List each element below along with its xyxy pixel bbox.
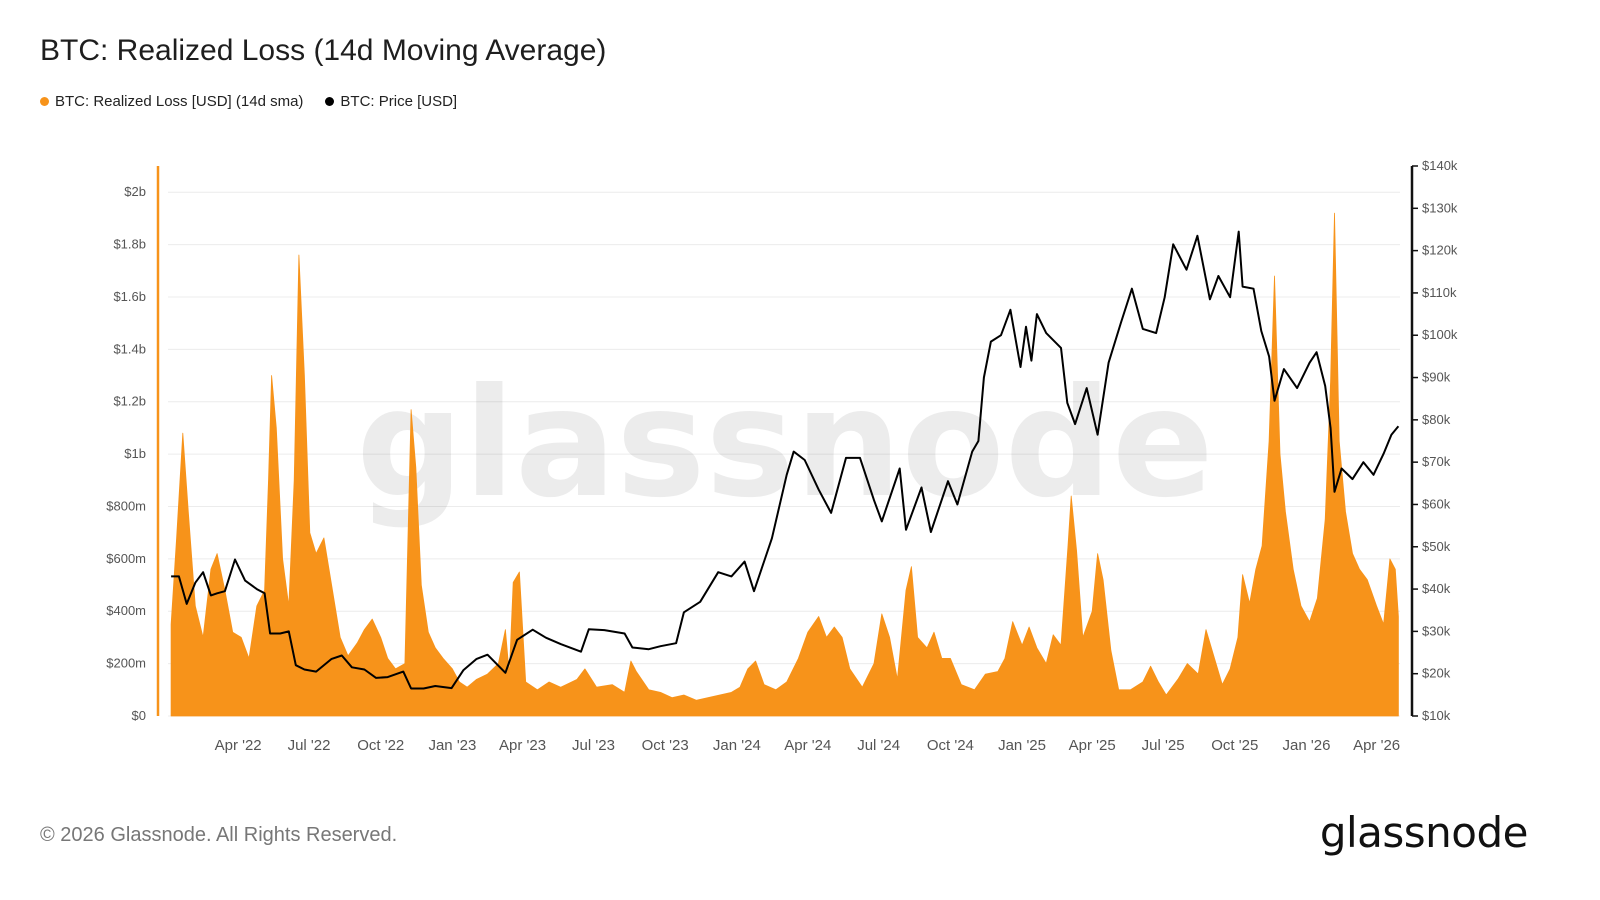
- legend-label-realized-loss: BTC: Realized Loss [USD] (14d sma): [55, 93, 304, 110]
- realized-loss-area[interactable]: [170, 212, 1399, 717]
- legend-swatch-orange: [40, 97, 49, 106]
- x-axis-tick-label: Jan '23: [428, 737, 476, 754]
- left-axis-tick-label: $800m: [106, 498, 146, 513]
- x-axis-tick-label: Apr '23: [499, 737, 546, 754]
- left-axis-tick-label: $1.2b: [113, 394, 146, 409]
- x-axis-tick-label: Oct '24: [927, 737, 974, 754]
- x-axis-tick-label: Apr '26: [1353, 737, 1400, 754]
- left-axis-tick-label: $2b: [124, 184, 146, 199]
- x-axis-tick-label: Apr '22: [215, 737, 262, 754]
- left-axis-tick-label: $0: [132, 708, 146, 723]
- right-axis-tick-label: $30k: [1422, 623, 1451, 638]
- x-axis-tick-label: Jul '23: [572, 737, 615, 754]
- grid-lines: [168, 191, 1400, 717]
- x-axis-ticks: Apr '22 Jul '22 Oct '22 Jan '23 Apr '23 Jul '…: [215, 737, 1401, 754]
- x-axis-tick-label: Apr '25: [1069, 737, 1116, 754]
- legend-item-realized-loss[interactable]: BTC: Realized Loss [USD] (14d sma): [40, 93, 303, 110]
- axes: [156, 166, 1414, 716]
- brand-logo[interactable]: glassnode: [1319, 808, 1529, 857]
- x-axis-tick-label: Jan '24: [713, 737, 761, 754]
- x-axis-tick-label: Jul '24: [857, 737, 900, 754]
- right-axis-tick-label: $20k: [1422, 666, 1451, 681]
- x-axis-tick-label: Oct '25: [1211, 737, 1258, 754]
- chart-title: BTC: Realized Loss (14d Moving Average): [40, 34, 607, 67]
- left-axis-tick-label: $1b: [124, 446, 146, 461]
- right-axis-tick-label: $100k: [1422, 327, 1458, 342]
- price-line-layer: [171, 230, 1400, 690]
- x-axis-tick-label: Jan '25: [998, 737, 1046, 754]
- watermark: glassnode: [356, 357, 1214, 531]
- legend: BTC: Realized Loss [USD] (14d sma) BTC: …: [40, 93, 457, 110]
- left-axis-tick-label: $1.8b: [113, 237, 146, 252]
- realized-loss-area-layer: [170, 212, 1399, 717]
- right-axis-ticks: $10k $20k $30k $40k $50k $60k $70k $80k $90k $100…: [1412, 158, 1458, 723]
- right-axis-tick-label: $110k: [1422, 285, 1457, 300]
- price-line[interactable]: [171, 230, 1400, 690]
- copyright-text: © 2026 Glassnode. All Rights Reserved.: [40, 824, 398, 846]
- left-axis-tick-label: $200m: [106, 656, 146, 671]
- legend-label-price: BTC: Price [USD]: [340, 93, 458, 110]
- right-axis-tick-label: $50k: [1422, 539, 1451, 554]
- x-axis-tick-label: Oct '23: [642, 737, 689, 754]
- right-axis-tick-label: $60k: [1422, 496, 1451, 511]
- left-axis-tick-label: $400m: [106, 603, 146, 618]
- x-axis-tick-label: Oct '22: [357, 737, 404, 754]
- x-axis-tick-label: Jul '22: [288, 737, 331, 754]
- x-axis-tick-label: Apr '24: [784, 737, 831, 754]
- legend-item-price[interactable]: BTC: Price [USD]: [325, 93, 457, 110]
- x-axis-tick-label: Jul '25: [1142, 737, 1185, 754]
- left-axis-ticks: $0 $200m $400m $600m $800m $1b $1.2b $1.4b $1.6b…: [106, 184, 146, 723]
- right-axis-tick-label: $80k: [1422, 412, 1451, 427]
- left-axis-tick-label: $1.4b: [113, 341, 146, 356]
- x-axis-tick-label: Jan '26: [1283, 737, 1331, 754]
- left-axis-tick-label: $1.6b: [113, 289, 146, 304]
- right-axis-tick-label: $70k: [1422, 454, 1451, 469]
- right-axis-tick-label: $90k: [1422, 370, 1451, 385]
- left-axis-tick-label: $600m: [106, 551, 146, 566]
- right-axis-tick-label: $120k: [1422, 243, 1458, 258]
- right-axis-tick-label: $140k: [1422, 158, 1458, 173]
- legend-swatch-black: [325, 97, 335, 106]
- right-axis-tick-label: $40k: [1422, 581, 1451, 596]
- right-axis-tick-label: $10k: [1422, 708, 1451, 723]
- right-axis-tick-label: $130k: [1422, 200, 1458, 215]
